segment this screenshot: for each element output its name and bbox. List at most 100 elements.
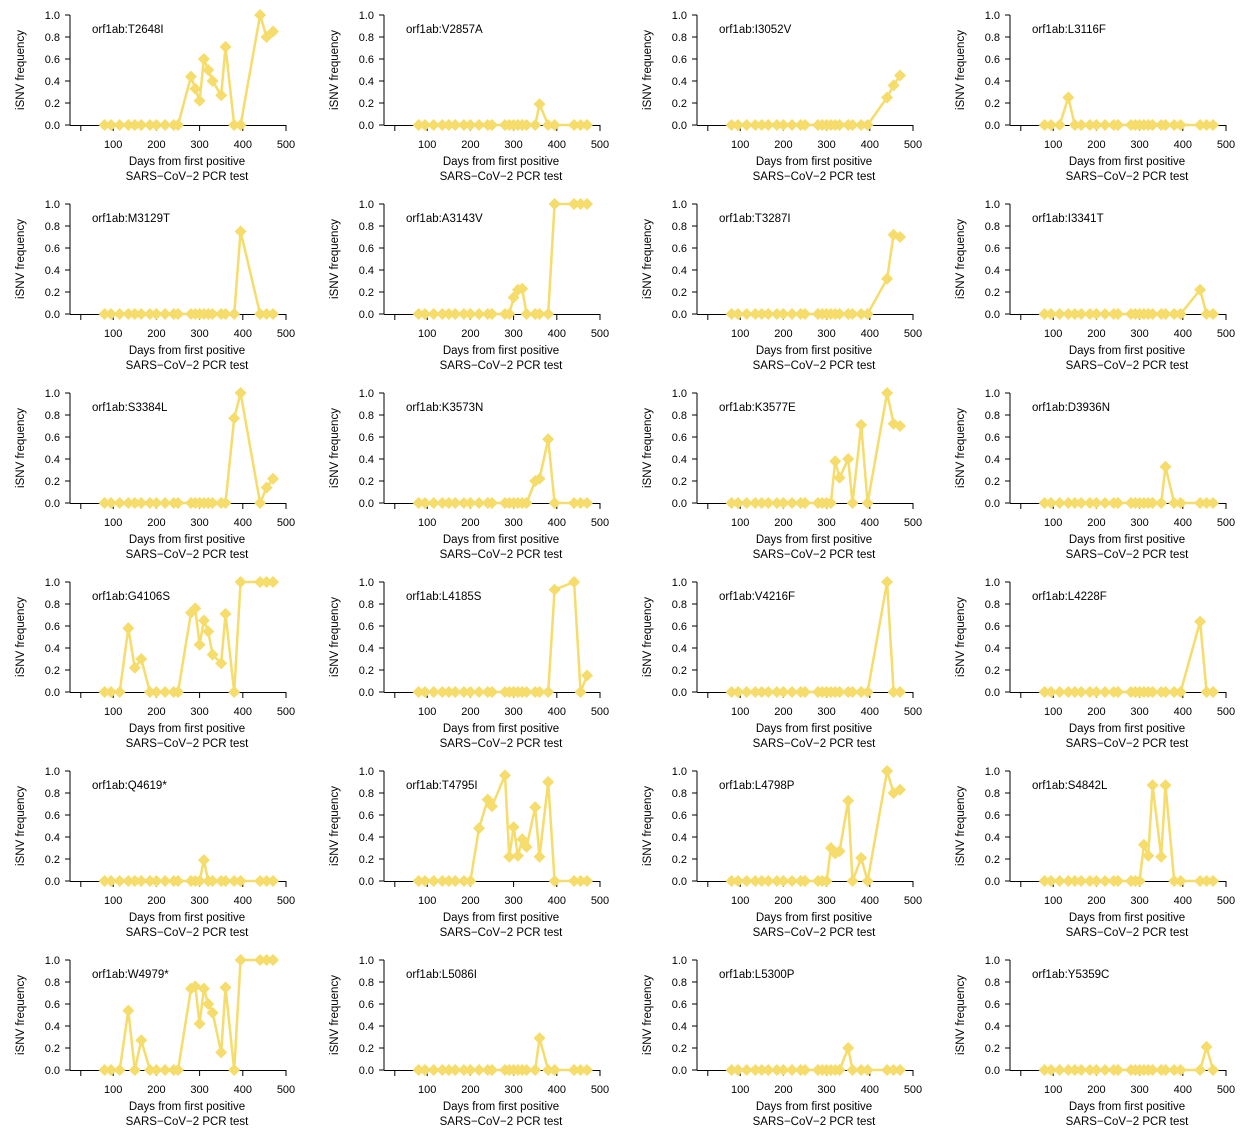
x-tick-label: 400	[861, 706, 879, 718]
panel-13: 0.0 0.2 0.4 0.6 0.8 1.0 100 200 300 400 500 Days fr…	[329, 576, 609, 750]
series-line	[731, 233, 901, 316]
data-point	[150, 1064, 163, 1076]
data-point	[464, 686, 477, 698]
data-point	[260, 481, 273, 494]
panel-title: orf1ab:K3577E	[719, 402, 796, 414]
data-point	[419, 875, 432, 887]
y-axis-label: iSNV frequency	[955, 786, 967, 866]
x-tick-label: 300	[190, 706, 208, 718]
x-tick-label: 100	[731, 706, 749, 718]
data-point	[189, 980, 202, 993]
data-point	[725, 308, 738, 320]
data-point	[113, 308, 126, 320]
y-tick-label: 0.0	[359, 876, 374, 888]
data-point	[1045, 308, 1058, 320]
data-point	[1159, 308, 1172, 320]
data-point	[1083, 875, 1096, 887]
x-tick-label: 300	[190, 1084, 208, 1096]
x-tick-label: 400	[234, 895, 252, 907]
data-point	[442, 875, 455, 887]
x-tick-label: 300	[190, 139, 208, 151]
x-tick-label: 400	[861, 328, 879, 340]
data-point	[1200, 119, 1213, 131]
x-tick-label: 200	[461, 517, 479, 529]
y-axis-label: iSNV frequency	[642, 975, 654, 1055]
data-point	[520, 119, 533, 131]
data-point	[770, 875, 783, 887]
data-point	[833, 686, 846, 698]
series-line	[1044, 620, 1213, 694]
y-tick-label: 1.0	[985, 766, 1000, 778]
y-tick-label: 0.2	[672, 98, 687, 110]
data-point	[1099, 308, 1112, 320]
y-axis-label: iSNV frequency	[15, 219, 27, 299]
panel-15: 0.0 0.2 0.4 0.6 0.8 1.0 100 200 300 400 500 Days fr…	[955, 577, 1235, 750]
y-tick-label: 0.8	[45, 788, 60, 800]
x-axis-label: SARS−CoV−2 PCR test	[126, 1116, 250, 1128]
data-point	[548, 198, 561, 210]
data-point	[568, 198, 581, 210]
x-axis-label: SARS−CoV−2 PCR test	[1066, 927, 1190, 939]
data-point	[1168, 119, 1181, 131]
y-tick-label: 0.8	[672, 599, 687, 611]
data-point	[581, 875, 594, 887]
data-point	[533, 472, 546, 485]
data-point	[732, 686, 745, 698]
data-point	[1207, 308, 1220, 320]
x-axis-label: Days from first positive	[443, 1101, 559, 1113]
y-tick-label: 0.4	[45, 832, 60, 844]
y-tick-label: 0.6	[985, 810, 1000, 822]
x-tick-label: 500	[904, 1084, 922, 1096]
panel-3: 0.0 0.2 0.4 0.6 0.8 1.0 100 200 300 400 500 Days fr…	[955, 10, 1235, 183]
x-tick-label: 300	[1130, 139, 1148, 151]
x-axis-label: Days from first positive	[443, 345, 559, 357]
y-tick-label: 0.8	[672, 221, 687, 233]
y-tick-label: 0.0	[45, 1065, 60, 1077]
data-point	[1075, 875, 1088, 887]
data-point	[842, 453, 855, 465]
x-tick-label: 200	[1087, 895, 1105, 907]
data-point	[419, 119, 432, 131]
data-point	[105, 119, 118, 131]
data-point	[574, 497, 587, 509]
data-point	[762, 686, 775, 698]
data-point	[542, 119, 555, 131]
y-tick-label: 0.6	[672, 54, 687, 66]
data-point	[464, 497, 477, 509]
data-point	[725, 119, 738, 131]
data-point	[1083, 497, 1096, 509]
data-point	[1112, 308, 1124, 320]
data-point	[215, 89, 228, 102]
panel-10: 0.0 0.2 0.4 0.6 0.8 1.0 100 200 300 400 500 Days fr…	[642, 387, 922, 561]
data-point	[1062, 875, 1075, 887]
y-tick-label: 0.2	[359, 665, 374, 677]
data-point	[833, 845, 846, 858]
data-point	[777, 497, 790, 509]
data-point	[1194, 615, 1207, 628]
data-point	[1174, 686, 1187, 698]
y-tick-label: 0.8	[359, 599, 374, 611]
x-tick-label: 200	[147, 1084, 165, 1096]
data-point	[1200, 308, 1213, 320]
x-tick-label: 300	[504, 1084, 522, 1096]
data-point	[1207, 497, 1220, 509]
data-point	[1053, 1064, 1066, 1076]
data-point	[473, 308, 486, 320]
x-axis-label: SARS−CoV−2 PCR test	[440, 738, 564, 750]
y-axis-label: iSNV frequency	[15, 786, 27, 866]
y-tick-label: 0.6	[45, 999, 60, 1011]
panel-title: orf1ab:D3936N	[1032, 402, 1110, 414]
data-point	[520, 497, 533, 509]
data-point	[1053, 308, 1066, 320]
panel-title: orf1ab:W4979*	[92, 969, 169, 981]
x-tick-label: 500	[1217, 706, 1235, 718]
data-point	[135, 497, 148, 509]
panel-8: 0.0 0.2 0.4 0.6 0.8 1.0 100 200 300 400 500 Days fr…	[15, 387, 295, 561]
data-point	[228, 686, 241, 698]
data-point	[228, 412, 241, 425]
y-tick-label: 0.2	[359, 476, 374, 488]
y-tick-label: 0.0	[672, 687, 687, 699]
y-tick-label: 1.0	[672, 199, 687, 211]
y-tick-label: 0.6	[359, 243, 374, 255]
x-tick-label: 400	[234, 706, 252, 718]
